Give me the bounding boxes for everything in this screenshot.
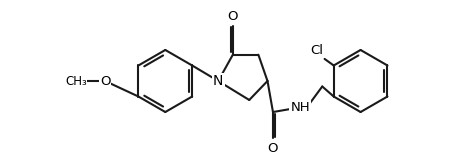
Text: O: O [228, 10, 238, 23]
Text: Cl: Cl [310, 44, 323, 57]
Text: O: O [267, 142, 278, 155]
Text: NH: NH [291, 101, 310, 114]
Text: O: O [100, 75, 110, 87]
Text: CH₃: CH₃ [65, 75, 87, 87]
Text: N: N [213, 74, 224, 88]
